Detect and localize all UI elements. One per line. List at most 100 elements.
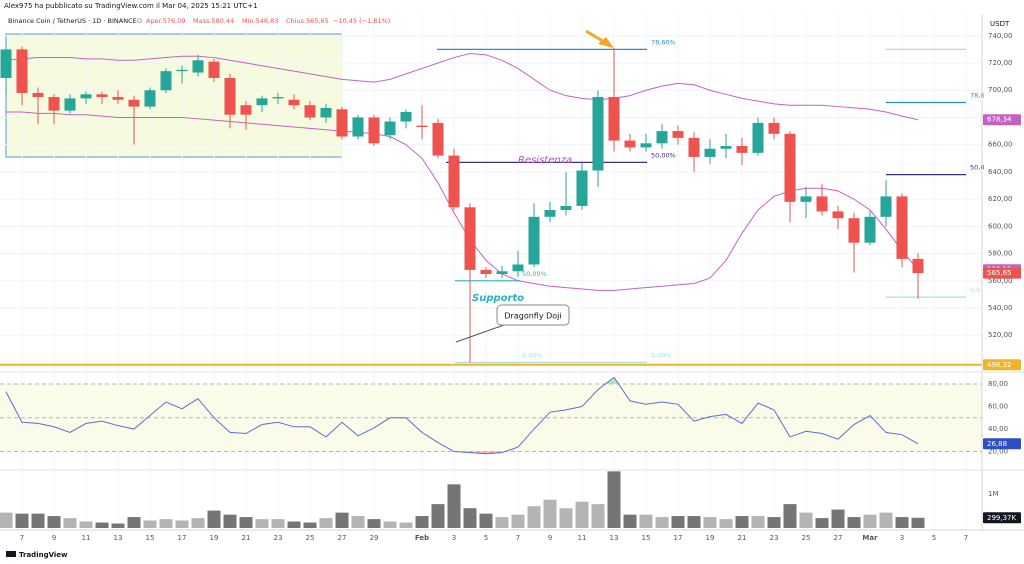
marks-layer — [0, 45, 982, 528]
x-tick-label: 21 — [738, 534, 747, 542]
volume-bar — [15, 513, 29, 528]
candle-body — [272, 97, 284, 99]
fib-label: 50,00% — [651, 151, 676, 159]
candle-body — [912, 258, 924, 274]
volume-bar — [143, 520, 157, 528]
last-price-label: 565,65 — [987, 269, 1012, 277]
fib-label: 50,0 — [970, 164, 984, 172]
x-tick-label: 27 — [834, 534, 843, 542]
low-label: Min.546,83 — [242, 17, 278, 25]
candle-body — [768, 122, 780, 134]
volume-bar — [79, 521, 93, 528]
candle-body — [112, 97, 124, 100]
x-tick-label: 13 — [114, 534, 123, 542]
x-tick-label: 9 — [52, 534, 56, 542]
candle-body — [400, 112, 412, 122]
volume-bar — [47, 516, 61, 528]
volume-bar — [431, 504, 445, 528]
close-label: Chius.565,65 — [286, 17, 329, 25]
volume-bar — [511, 514, 525, 528]
x-tick-label: 21 — [242, 534, 251, 542]
x-tick-label: 23 — [274, 534, 283, 542]
candle-body — [80, 94, 92, 99]
volume-bar — [847, 517, 861, 528]
brand-name: TradingView — [19, 551, 68, 559]
x-tick-label: 3 — [900, 534, 904, 542]
volume-bar — [783, 504, 797, 528]
volume-bar — [191, 518, 205, 528]
candle-body — [672, 131, 684, 138]
band-price-label-bg — [983, 114, 1021, 126]
y-tick-label: 640,00 — [988, 168, 1013, 176]
volume-bar — [31, 513, 45, 528]
candle-body — [0, 49, 12, 78]
volume-bar — [607, 471, 621, 528]
volume-bar — [63, 518, 77, 528]
y-tick-label: 740,00 — [988, 32, 1013, 40]
resistance-label: Resistenza — [518, 155, 572, 166]
y-tick-label: 540,00 — [988, 304, 1013, 312]
band-price-label: 678,34 — [987, 116, 1012, 124]
volume-bar — [879, 512, 893, 528]
candle-body — [608, 97, 620, 141]
candle-body — [368, 117, 380, 144]
x-tick-label: 19 — [706, 534, 715, 542]
change-label: −10,45 (−1,81%) — [333, 17, 390, 25]
volume-bar — [735, 516, 749, 528]
candle-body — [864, 216, 876, 243]
y-tick-label: 560,00 — [988, 277, 1013, 285]
fib-label: 0,00% — [651, 351, 672, 359]
candle-body — [800, 196, 812, 202]
volume-bar — [895, 517, 909, 528]
candle-body — [560, 205, 572, 211]
candle-body — [432, 122, 444, 156]
candle-body — [416, 125, 428, 127]
volume-bar — [815, 518, 829, 528]
y-tick-label: 520,00 — [988, 331, 1013, 339]
volume-bar — [175, 520, 189, 528]
volume-bar — [319, 518, 333, 528]
candle-body — [752, 122, 764, 153]
volume-bar — [223, 514, 237, 528]
x-tick-label: 7 — [516, 534, 520, 542]
band-line — [6, 111, 919, 291]
brand: TradingView — [6, 551, 68, 559]
volume-bar — [623, 514, 637, 528]
x-tick-label: 17 — [674, 534, 683, 542]
candle-body — [32, 92, 44, 98]
currency: USDT — [990, 20, 1010, 28]
labels-layer: 7 9 11 13 15 17 19 21 23 25 27 29 Feb 3 5 7 9 11 13 15 17 19 2… — [20, 32, 1021, 542]
volume-bar — [447, 484, 461, 528]
volume-bar — [639, 514, 653, 528]
volume-bar — [671, 516, 685, 528]
x-tick-label: 7 — [20, 534, 24, 542]
volume-bar — [591, 504, 605, 528]
volume-bar — [543, 499, 557, 528]
candle-body — [544, 210, 556, 217]
candle-body — [208, 61, 220, 78]
candle-body — [480, 269, 492, 274]
candle-body — [592, 97, 604, 171]
volume-bar — [527, 506, 541, 528]
candle-body — [96, 94, 108, 98]
author-line: Alex975 ha pubblicato su TradingView.com… — [4, 2, 258, 10]
fib-label: 78,60% — [651, 38, 676, 46]
candle-body — [192, 60, 204, 73]
volume-bar — [479, 513, 493, 528]
volume-bar — [383, 521, 397, 528]
x-tick-label: 23 — [770, 534, 779, 542]
volume-bar — [719, 519, 733, 528]
callout-box — [496, 304, 570, 326]
volume-bar — [303, 522, 317, 528]
volume-bar — [831, 509, 845, 528]
fib-label: 50,00% — [522, 270, 547, 278]
volume-bar — [111, 523, 125, 528]
volume-bar — [287, 521, 301, 528]
x-tick-label: 29 — [370, 534, 379, 542]
x-tick-label: 3 — [452, 534, 456, 542]
candle-body — [336, 109, 348, 137]
candle-body — [240, 105, 252, 115]
candle-body — [576, 170, 588, 206]
